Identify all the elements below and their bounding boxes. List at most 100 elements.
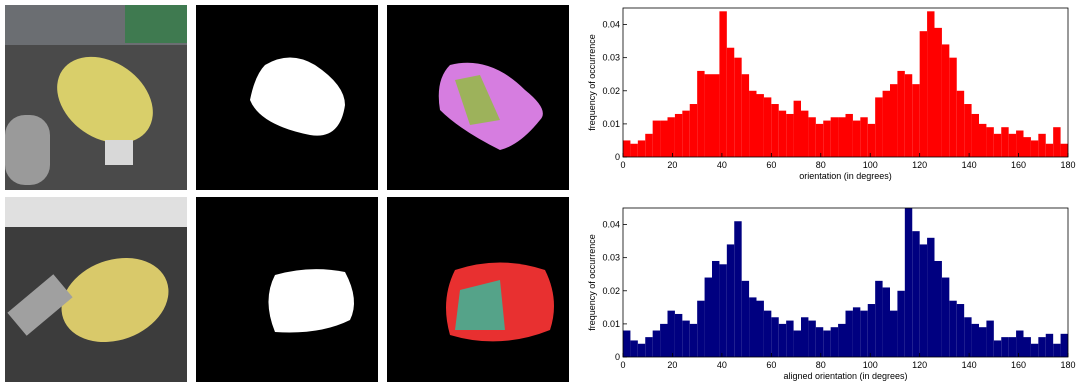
- y-tick-label: 0.04: [602, 220, 620, 230]
- x-tick-label: 180: [1060, 160, 1075, 170]
- bar: [704, 74, 712, 157]
- bar: [786, 320, 794, 357]
- bar: [830, 117, 839, 157]
- mask-blob: [250, 57, 345, 136]
- bar: [1038, 337, 1046, 357]
- bar: [734, 57, 742, 157]
- bar: [919, 31, 928, 157]
- y-tick-label: 0.03: [602, 53, 620, 63]
- bar: [719, 11, 727, 157]
- bar: [1016, 130, 1024, 157]
- bar: [852, 120, 861, 157]
- x-tick-label: 100: [863, 160, 878, 170]
- bar: [778, 110, 787, 157]
- bar: [637, 140, 646, 157]
- bar: [1008, 337, 1017, 357]
- bar: [890, 84, 898, 157]
- bar: [697, 300, 705, 357]
- bar: [630, 340, 638, 357]
- bar: [801, 110, 809, 157]
- bar: [986, 320, 994, 357]
- x-tick-label: 80: [816, 160, 826, 170]
- bar: [852, 307, 861, 357]
- x-tick-label: 140: [962, 360, 977, 370]
- bar: [971, 323, 979, 357]
- bar: [927, 237, 935, 357]
- bar: [986, 127, 994, 157]
- bar: [971, 113, 979, 157]
- bar: [860, 310, 868, 357]
- bar: [875, 280, 883, 357]
- bar: [823, 120, 831, 157]
- bar: [623, 140, 631, 157]
- bar: [838, 117, 846, 157]
- photo: [5, 5, 187, 190]
- bar: [1030, 140, 1039, 157]
- bar: [689, 104, 698, 157]
- bar: [645, 337, 653, 357]
- bar: [927, 11, 935, 157]
- bar: [1053, 127, 1061, 157]
- bar: [919, 244, 928, 357]
- bar: [964, 104, 972, 157]
- plot-frame: [622, 207, 1069, 358]
- bar: [845, 113, 853, 157]
- x-tick-label: 60: [766, 360, 776, 370]
- x-tick-label: 180: [1060, 360, 1075, 370]
- bar: [726, 47, 735, 157]
- bar: [719, 264, 727, 357]
- bar: [867, 304, 876, 357]
- x-axis-label: orientation (in degrees): [799, 171, 892, 181]
- bar: [949, 300, 957, 357]
- bar: [815, 123, 824, 157]
- bar: [890, 310, 898, 357]
- bar: [741, 74, 750, 157]
- bar: [682, 110, 690, 157]
- y-tick-label: 0.02: [602, 286, 620, 296]
- x-tick-label: 20: [667, 360, 677, 370]
- x-tick-label: 0: [620, 360, 625, 370]
- bar: [749, 90, 757, 157]
- bar: [786, 113, 794, 157]
- bar: [689, 323, 698, 357]
- bar: [941, 277, 950, 357]
- y-tick-label: 0: [615, 352, 620, 362]
- x-tick-label: 120: [912, 360, 927, 370]
- y-axis-label: frequency of occurrence: [587, 34, 597, 131]
- bar: [652, 120, 661, 157]
- bar: [1023, 337, 1031, 357]
- bar: [934, 260, 942, 357]
- bar: [897, 290, 905, 357]
- bar: [1045, 143, 1054, 157]
- bar: [756, 94, 764, 157]
- bar: [904, 208, 913, 357]
- bar: [771, 104, 779, 157]
- bar: [904, 74, 913, 157]
- bar: [749, 297, 757, 357]
- x-tick-label: 0: [620, 160, 625, 170]
- photo: [5, 197, 187, 382]
- bar: [808, 320, 816, 357]
- plot-frame: [622, 7, 1069, 158]
- bar: [623, 330, 631, 357]
- bar: [726, 244, 735, 357]
- bar: [1001, 127, 1009, 157]
- bar: [875, 97, 883, 157]
- y-tick-label: 0.03: [602, 253, 620, 263]
- bar: [674, 313, 683, 357]
- bar: [979, 123, 987, 157]
- bar: [660, 323, 668, 357]
- bar: [956, 304, 965, 357]
- bar: [667, 117, 675, 157]
- bar: [838, 323, 846, 357]
- x-tick-label: 100: [863, 360, 878, 370]
- bar: [734, 221, 742, 357]
- orientation-patch: [455, 75, 500, 125]
- bar: [1060, 143, 1068, 157]
- bar: [845, 310, 853, 357]
- y-axis-label: frequency of occurrence: [587, 234, 597, 331]
- orientation-patch: [455, 280, 505, 330]
- x-tick-label: 80: [816, 360, 826, 370]
- y-tick-label: 0.01: [602, 119, 620, 129]
